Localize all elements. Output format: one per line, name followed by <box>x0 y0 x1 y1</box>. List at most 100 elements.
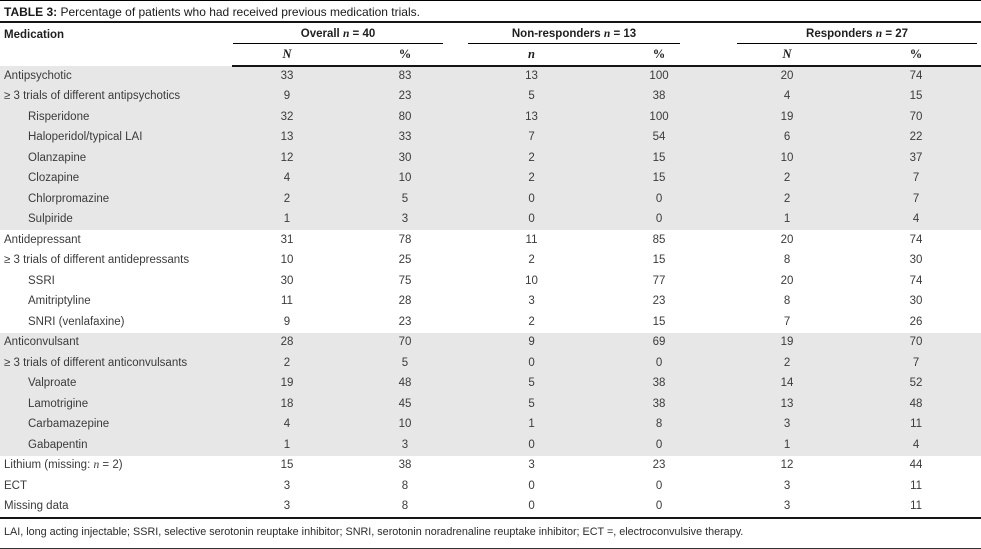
medication-cell: Olanzapine <box>28 151 87 164</box>
medication-cell: Haloperidol/typical LAI <box>28 131 143 143</box>
medication-cell: Lithium (missing: n = 2) <box>4 459 123 471</box>
medication-cell: Lamotrigine <box>28 397 89 410</box>
value-cell: 30 <box>909 254 923 266</box>
value-cell: 0 <box>655 213 663 225</box>
value-cell: 31 <box>280 233 294 246</box>
value-cell: 28 <box>280 336 294 348</box>
value-cell: 2 <box>783 356 791 369</box>
value-cell: 7 <box>912 192 920 205</box>
value-cell: 8 <box>783 295 791 307</box>
table-row: Risperidone 32 80 13 100 19 70 <box>0 107 981 128</box>
value-cell: 4 <box>912 213 920 225</box>
value-cell: 5 <box>528 377 535 389</box>
value-cell: 19 <box>280 377 294 389</box>
value-cell: 8 <box>401 479 409 492</box>
value-cell: 15 <box>652 315 666 328</box>
value-cell: 3 <box>783 500 791 512</box>
table-row: SNRI (venlafaxine) 9 23 2 15 7 26 <box>0 312 981 333</box>
group-label-text: Responders <box>806 28 876 40</box>
value-cell: 2 <box>528 151 535 164</box>
group-label-n: n <box>875 28 883 40</box>
value-cell: 19 <box>780 336 794 348</box>
subheader-responders-N: N <box>723 44 852 67</box>
value-cell: 78 <box>398 233 412 246</box>
medication-cell: Chlorpromazine <box>28 192 110 205</box>
value-cell: 10 <box>525 274 538 287</box>
value-cell: 0 <box>528 479 535 492</box>
value-cell: 4 <box>783 90 791 102</box>
value-cell: 19 <box>780 110 794 123</box>
medication-cell: Missing data <box>4 500 69 512</box>
value-cell: 38 <box>398 459 412 471</box>
medication-cell: Clozapine <box>28 172 80 184</box>
value-cell: 10 <box>398 418 412 430</box>
value-cell: 3 <box>401 438 409 451</box>
value-cell: 22 <box>909 131 923 143</box>
value-cell: 0 <box>655 356 663 369</box>
value-cell: 5 <box>528 90 535 102</box>
table-row: Chlorpromazine 2 5 0 0 2 7 <box>0 189 981 210</box>
value-cell: 15 <box>280 459 294 471</box>
value-cell: 48 <box>909 397 923 410</box>
column-group-overall: Overall n = 40 <box>232 23 468 44</box>
value-cell: 0 <box>528 500 535 512</box>
medication-trials-table: Medication Overall n = 40 Non-responders… <box>0 23 981 517</box>
column-group-responders: Responders n = 27 <box>723 23 981 44</box>
medication-cell: Risperidone <box>28 110 90 123</box>
table-row: Antipsychotic 33 83 13 100 20 74 <box>0 66 981 87</box>
subheader-nonresponders-n: n <box>468 44 596 67</box>
value-cell: 18 <box>280 397 294 410</box>
value-cell: 69 <box>652 336 666 348</box>
value-cell: 4 <box>912 438 920 451</box>
value-cell: 9 <box>283 315 291 328</box>
value-cell: 3 <box>283 500 291 512</box>
value-cell: 13 <box>525 110 538 123</box>
table-caption: TABLE 3: Percentage of patients who had … <box>0 0 981 23</box>
column-group-nonresponders: Non-responders n = 13 <box>468 23 723 44</box>
value-cell: 3 <box>783 479 791 492</box>
value-cell: 38 <box>652 90 666 102</box>
value-cell: 1 <box>783 438 791 451</box>
value-cell: 77 <box>652 274 666 287</box>
table-wrapper: Medication Overall n = 40 Non-responders… <box>0 23 981 519</box>
value-cell: 5 <box>401 192 409 205</box>
value-cell: 100 <box>649 110 669 123</box>
value-cell: 2 <box>783 172 791 184</box>
value-cell: 30 <box>280 274 294 287</box>
medication-cell: SNRI (venlafaxine) <box>28 315 125 328</box>
value-cell: 20 <box>780 70 794 82</box>
medication-cell: Antidepressant <box>4 233 81 246</box>
value-cell: 11 <box>525 233 538 246</box>
value-cell: 100 <box>649 70 669 82</box>
value-cell: 2 <box>283 192 291 205</box>
value-cell: 7 <box>528 131 535 143</box>
value-cell: 2 <box>528 315 535 328</box>
value-cell: 4 <box>283 172 291 184</box>
value-cell: 8 <box>401 500 409 512</box>
table-row: Carbamazepine 4 10 1 8 3 11 <box>0 414 981 435</box>
value-cell: 11 <box>910 479 923 492</box>
table-row: Anticonvulsant 28 70 9 69 19 70 <box>0 332 981 353</box>
value-cell: 11 <box>281 295 293 307</box>
value-cell: 2 <box>283 356 291 369</box>
medication-cell: Antipsychotic <box>4 69 72 82</box>
medication-cell: Gabapentin <box>28 438 88 451</box>
medication-cell: Amitriptyline <box>28 295 91 307</box>
value-cell: 1 <box>283 438 291 451</box>
value-cell: 33 <box>280 70 294 82</box>
value-cell: 1 <box>528 418 535 430</box>
value-cell: 70 <box>909 336 923 348</box>
value-cell: 13 <box>280 131 294 143</box>
medication-cell: ECT <box>4 479 27 492</box>
value-cell: 11 <box>910 500 923 512</box>
value-cell: 3 <box>283 479 291 492</box>
value-cell: 15 <box>909 90 923 102</box>
value-cell: 38 <box>652 397 666 410</box>
value-cell: 4 <box>283 418 291 430</box>
value-cell: 54 <box>652 131 666 143</box>
value-cell: 13 <box>525 70 538 82</box>
value-cell: 2 <box>783 192 791 205</box>
value-cell: 14 <box>780 377 794 389</box>
table-row: Amitriptyline 11 28 3 23 8 30 <box>0 292 981 313</box>
group-label-text: Overall <box>300 28 343 40</box>
